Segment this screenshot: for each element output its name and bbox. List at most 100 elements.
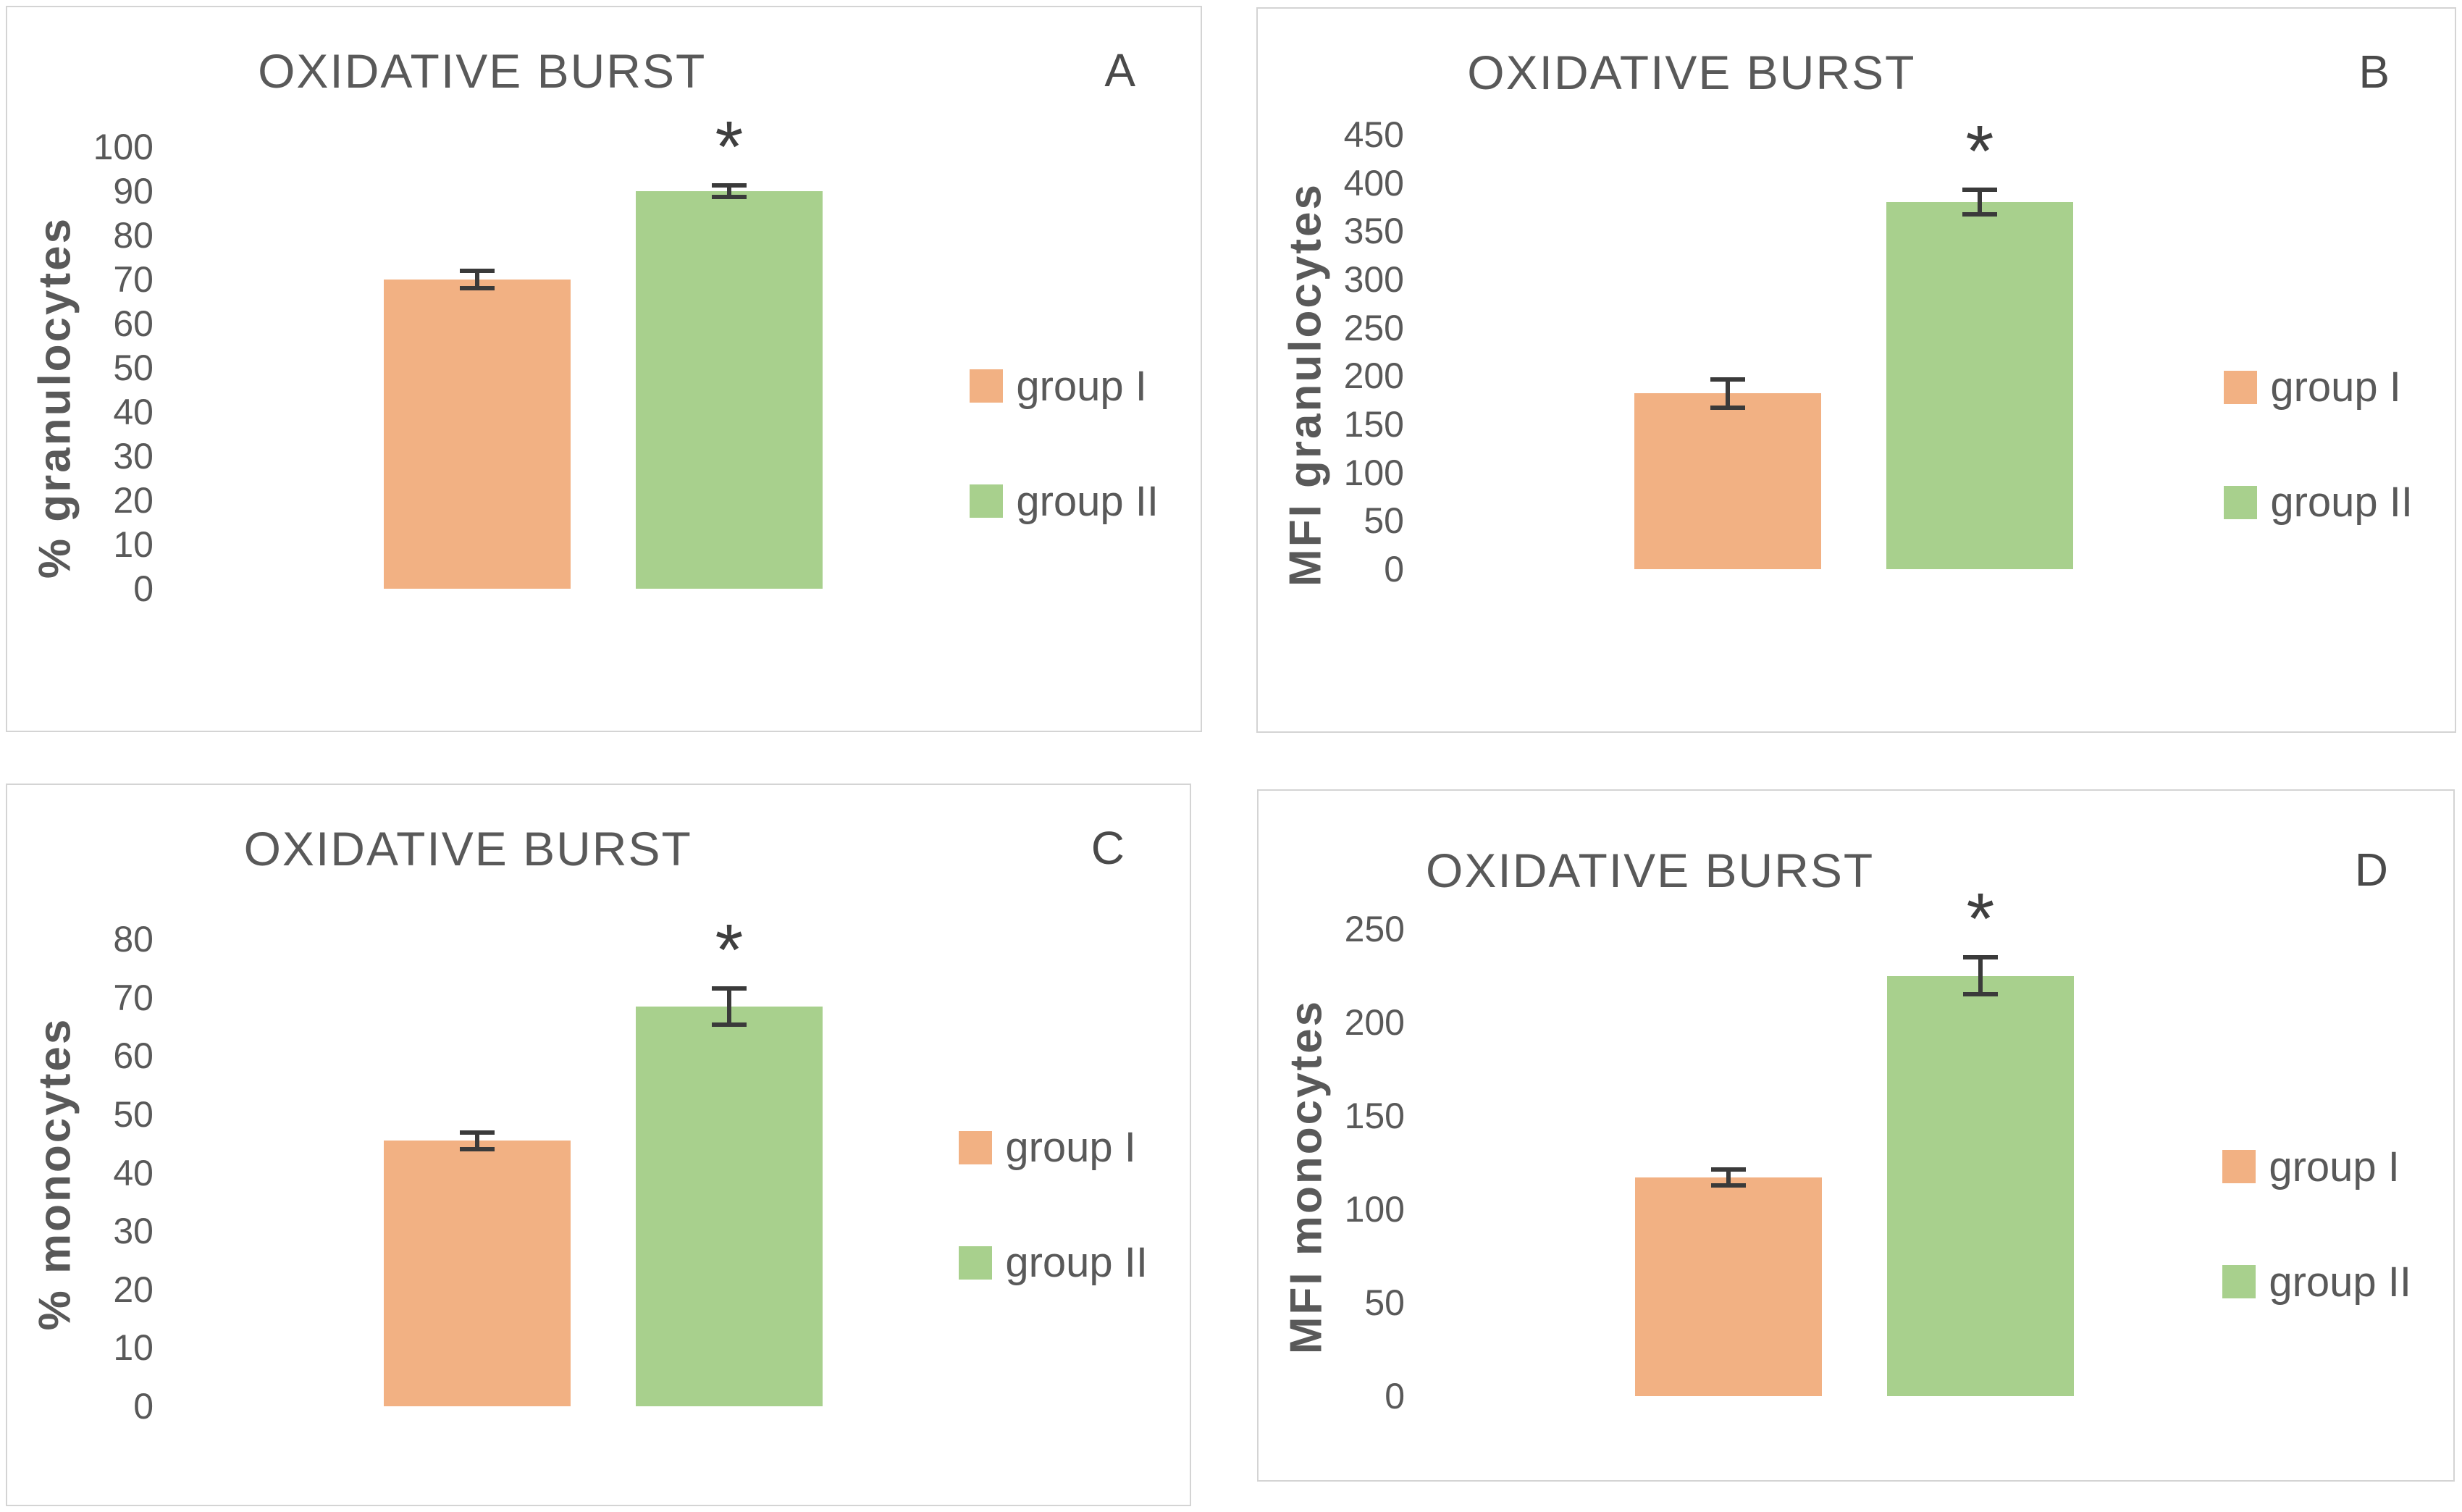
y-tick-label: 60	[113, 1036, 154, 1077]
bar-group-i	[384, 1141, 571, 1406]
chart-title: OXIDATIVE BURST	[243, 822, 692, 875]
error-bar-group-ii	[712, 986, 747, 1028]
bar-group-ii	[1887, 975, 2074, 1396]
y-tick-label: 60	[113, 303, 154, 344]
y-tick-label: 100	[93, 127, 154, 167]
bar-group-ii	[636, 191, 823, 589]
y-tick-label: 50	[113, 1093, 154, 1135]
plot-area: 0 10 20 30 40 50 60 70 80 90 100 *	[93, 111, 956, 607]
legend-swatch-icon	[2224, 485, 2258, 519]
legend-label: group II	[1005, 1239, 1148, 1287]
legend-swatch-icon	[970, 369, 1004, 403]
panel-letter: A	[1104, 44, 1135, 96]
y-tick-label: 70	[113, 259, 154, 300]
y-tick-label: 40	[113, 392, 154, 432]
panel-a: OXIDATIVE BURST A % granulocytes 0 10 20 30…	[6, 6, 1202, 732]
error-bar-group-ii	[1962, 188, 1997, 217]
legend-item: group II	[2224, 478, 2413, 526]
legend-item: group II	[970, 477, 1159, 526]
y-tick-label: 0	[133, 568, 154, 609]
legend-label: group I	[2270, 364, 2401, 411]
bar-group-i	[1635, 1177, 1822, 1396]
legend-swatch-icon	[959, 1130, 993, 1164]
y-tick-label: 250	[1344, 909, 1405, 949]
legend-swatch-icon	[970, 484, 1004, 518]
panel-letter: C	[1091, 822, 1125, 874]
panel-b: OXIDATIVE BURST B MFI granulocytes 0 50 10…	[1256, 7, 2456, 733]
significance-asterisk: *	[715, 106, 744, 188]
y-tick-label: 20	[113, 480, 154, 521]
chart-title: OXIDATIVE BURST	[258, 44, 707, 98]
panel-letter: B	[2358, 46, 2390, 98]
y-tick-label: 400	[1343, 162, 1404, 203]
y-tick-label: 70	[113, 977, 154, 1018]
y-tick-label: 90	[113, 171, 154, 211]
panel-letter: D	[2354, 844, 2388, 896]
y-tick-label: 100	[1344, 1189, 1405, 1230]
y-tick-label: 200	[1343, 356, 1404, 397]
legend: group I group II	[970, 362, 1159, 526]
error-bar-group-i	[1711, 1167, 1746, 1188]
y-tick-label: 0	[1384, 549, 1404, 589]
legend-label: group I	[1016, 362, 1147, 410]
error-bar-group-ii	[1963, 955, 1998, 996]
y-tick-label: 80	[113, 215, 154, 256]
y-tick-label: 150	[1343, 404, 1404, 445]
legend: group I group II	[2222, 1143, 2411, 1306]
y-tick-label: 80	[113, 919, 154, 959]
y-tick-label: 450	[1343, 114, 1404, 155]
legend-item: group I	[2224, 363, 2413, 411]
y-tick-label: 10	[113, 1327, 154, 1369]
plot-area: 0 50 100 150 200 250 *	[1345, 883, 2207, 1414]
bar-group-i	[384, 280, 571, 589]
y-tick-label: 10	[113, 524, 154, 565]
error-bar-group-i	[460, 1130, 495, 1151]
legend-label: group I	[1005, 1124, 1136, 1172]
significance-asterisk: *	[715, 909, 744, 991]
y-tick-label: 40	[113, 1152, 154, 1193]
legend-swatch-icon	[2222, 1265, 2256, 1299]
legend-item: group I	[970, 362, 1159, 411]
y-tick-label: 20	[113, 1269, 154, 1310]
y-tick-label: 0	[133, 1386, 154, 1427]
y-tick-label: 50	[1364, 1282, 1405, 1323]
legend-swatch-icon	[2224, 370, 2258, 404]
legend-label: group II	[1016, 477, 1159, 525]
y-tick-label: 300	[1343, 259, 1404, 300]
panel-d: OXIDATIVE BURST D MFI monocytes 0 50 100 15…	[1257, 789, 2455, 1482]
legend: group I group II	[2224, 363, 2413, 526]
legend-item: group II	[2222, 1258, 2411, 1306]
y-tick-label: 100	[1343, 452, 1404, 493]
bar-group-i	[1634, 393, 1821, 569]
legend-swatch-icon	[2222, 1150, 2256, 1184]
y-tick-label: 30	[113, 436, 154, 476]
y-tick-label: 250	[1343, 307, 1404, 348]
y-tick-label: 50	[113, 348, 154, 388]
plot-area: 0 50 100 150 200 250 300 350 400 450 *	[1344, 111, 2206, 587]
significance-asterisk: *	[1966, 878, 1995, 960]
chart-title: OXIDATIVE BURST	[1426, 844, 1875, 897]
legend: group I group II	[959, 1123, 1148, 1287]
bar-group-ii	[636, 1006, 823, 1406]
legend-item: group I	[959, 1123, 1148, 1172]
legend-item: group I	[2222, 1143, 2411, 1191]
y-tick-label: 50	[1364, 500, 1404, 542]
y-tick-label: 350	[1343, 211, 1404, 252]
y-tick-label: 150	[1344, 1096, 1405, 1136]
legend-swatch-icon	[959, 1246, 993, 1280]
legend-label: group II	[2270, 479, 2413, 526]
panel-c: OXIDATIVE BURST C % monocytes 0 10 20 30 40 5…	[6, 784, 1191, 1506]
significance-asterisk: *	[1965, 111, 1994, 193]
plot-area: 0 10 20 30 40 50 60 70 80 *	[113, 914, 956, 1424]
error-bar-group-ii	[712, 183, 747, 199]
legend-label: group II	[2269, 1258, 2411, 1306]
y-tick-label: 0	[1385, 1376, 1405, 1416]
y-tick-label: 30	[113, 1211, 154, 1252]
legend-item: group II	[959, 1238, 1148, 1287]
bar-group-ii	[1886, 202, 2073, 569]
chart-title: OXIDATIVE BURST	[1467, 46, 1916, 99]
y-tick-label: 200	[1344, 1002, 1405, 1043]
legend-label: group I	[2269, 1143, 2400, 1190]
error-bar-group-i	[1710, 377, 1745, 411]
